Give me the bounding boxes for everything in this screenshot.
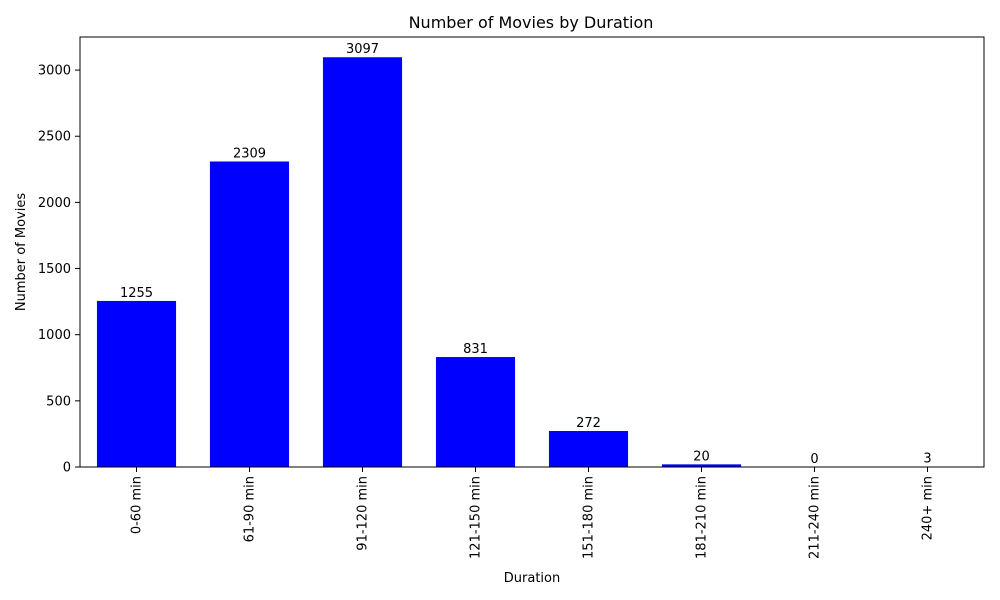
x-tick-label-3: 121-150 min: [469, 476, 484, 559]
y-tick-label-3: 1500: [38, 262, 71, 277]
x-tick-label-7: 240+ min: [921, 476, 936, 540]
data-label-6: 0: [810, 452, 818, 467]
y-tick-label-0: 0: [63, 461, 71, 476]
y-axis: 0 500 1000 1500 2000 2500 3000: [38, 64, 80, 476]
data-label-3: 831: [463, 342, 488, 357]
y-tick-label-4: 2000: [38, 196, 71, 211]
y-tick-label-2: 1000: [38, 328, 71, 343]
data-labels-group: 1255 2309 3097 831 272 20 0 3: [120, 42, 932, 467]
bars-group: [96, 57, 968, 468]
bar-2: [322, 57, 403, 468]
y-axis-label: Number of Movies: [14, 193, 29, 311]
data-label-2: 3097: [346, 42, 379, 57]
x-tick-label-6: 211-240 min: [808, 476, 823, 559]
bar-1: [209, 161, 290, 467]
plot-frame: [79, 36, 985, 468]
chart-title: Number of Movies by Duration: [409, 13, 654, 32]
data-label-4: 272: [576, 416, 601, 431]
data-label-0: 1255: [120, 286, 153, 301]
x-tick-label-2: 91-120 min: [356, 476, 371, 551]
y-tick-label-1: 500: [46, 394, 71, 409]
data-label-7: 3: [923, 452, 931, 467]
x-tick-label-0: 0-60 min: [130, 476, 145, 534]
plot-area: 1255 2309 3097 831 272 20 0 3: [79, 36, 985, 468]
bar-0: [96, 300, 177, 467]
x-tick-label-5: 181-210 min: [695, 476, 710, 559]
data-label-5: 20: [693, 449, 710, 464]
bar-3: [435, 357, 516, 467]
y-tick-label-6: 3000: [38, 64, 71, 79]
y-tick-label-5: 2500: [38, 130, 71, 145]
bar-4: [548, 431, 629, 467]
x-axis-label: Duration: [504, 571, 560, 586]
x-tick-label-4: 151-180 min: [582, 476, 597, 559]
bar-5: [661, 464, 742, 467]
x-tick-label-1: 61-90 min: [243, 476, 258, 542]
x-axis: 0-60 min 61-90 min 91-120 min 121-150 min 15…: [130, 467, 936, 559]
data-label-1: 2309: [233, 147, 266, 162]
